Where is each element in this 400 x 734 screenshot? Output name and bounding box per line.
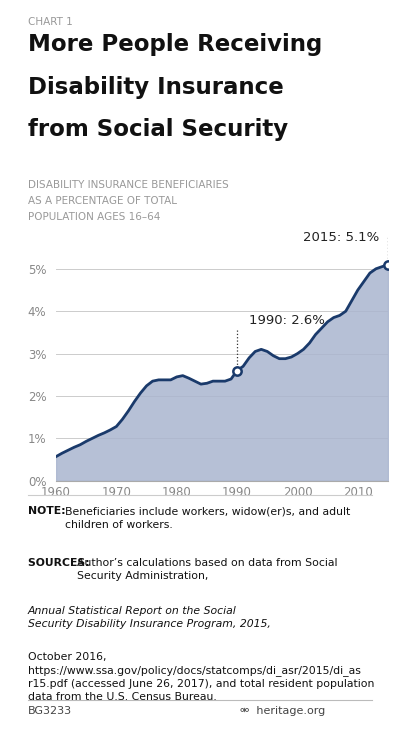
- Text: Annual Statistical Report on the Social
Security Disability Insurance Program, 2: Annual Statistical Report on the Social …: [28, 606, 271, 629]
- Text: Beneficiaries include workers, widow(er)s, and adult
children of workers.: Beneficiaries include workers, widow(er)…: [65, 506, 350, 530]
- Text: DISABILITY INSURANCE BENEFICIARIES: DISABILITY INSURANCE BENEFICIARIES: [28, 180, 229, 190]
- Text: from Social Security: from Social Security: [28, 118, 288, 141]
- Text: ⚮  heritage.org: ⚮ heritage.org: [240, 706, 325, 716]
- Text: CHART 1: CHART 1: [28, 17, 73, 27]
- Text: October 2016,
https://www.ssa.gov/policy/docs/statcomps/di_asr/2015/di_as
r15.pd: October 2016, https://www.ssa.gov/policy…: [28, 652, 374, 702]
- Text: SOURCES:: SOURCES:: [28, 558, 93, 568]
- Text: NOTE:: NOTE:: [28, 506, 69, 517]
- Text: AS A PERCENTAGE OF TOTAL: AS A PERCENTAGE OF TOTAL: [28, 196, 177, 206]
- Text: Disability Insurance: Disability Insurance: [28, 76, 284, 98]
- Text: POPULATION AGES 16–64: POPULATION AGES 16–64: [28, 212, 160, 222]
- Text: BG3233: BG3233: [28, 706, 72, 716]
- Text: 2015: 5.1%: 2015: 5.1%: [304, 231, 380, 244]
- Text: More People Receiving: More People Receiving: [28, 33, 322, 56]
- Text: Author’s calculations based on data from Social
Security Administration,: Author’s calculations based on data from…: [77, 558, 337, 581]
- Text: 1990: 2.6%: 1990: 2.6%: [249, 314, 325, 327]
